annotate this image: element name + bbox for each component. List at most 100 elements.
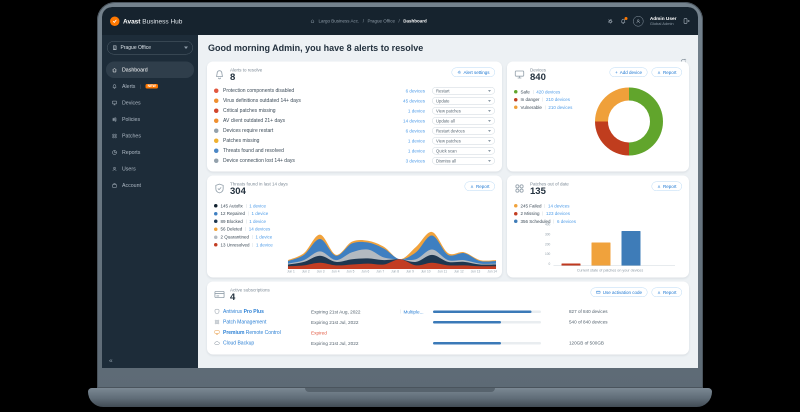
devices-link[interactable]: 1 device: [407, 138, 425, 144]
remote-control-icon: [214, 330, 223, 336]
org-selector[interactable]: Prague Office: [107, 41, 193, 55]
legend-dot: [514, 105, 518, 110]
monitor-icon: [514, 69, 525, 80]
legend-value-link[interactable]: 210 devices: [548, 104, 573, 110]
legend-dot: [214, 235, 218, 239]
legend-item: 89 Blocked 1 device: [214, 218, 495, 226]
chevron-down-icon: [488, 149, 491, 152]
legend-value-link[interactable]: 1 device: [249, 203, 267, 209]
user-name: Admin User: [649, 15, 677, 22]
multiple-link[interactable]: Multiple...: [403, 308, 424, 315]
legend-value-link[interactable]: 420 devices: [536, 89, 561, 95]
sidebar-item-account[interactable]: Account: [106, 177, 194, 194]
report-button[interactable]: Report: [464, 181, 495, 191]
devices-link[interactable]: 3 devices: [405, 158, 425, 164]
report-button[interactable]: Report: [651, 67, 682, 77]
legend-value-link[interactable]: 14 devices: [248, 226, 271, 232]
user-block[interactable]: Admin User Global Admin: [650, 16, 677, 26]
legend-value-link[interactable]: 1 device: [256, 242, 273, 248]
legend-value-link[interactable]: 1 device: [255, 234, 273, 240]
action-select[interactable]: Quick scan: [432, 147, 495, 155]
user-icon: [112, 166, 117, 171]
action-select[interactable]: Restart devices: [432, 127, 495, 135]
threats-chart-xlabels: Jun 1 Jun 2 Jun 3 Jun 4 Jun 5 Jun 6 Jun 7 Jun 8…: [287, 270, 497, 274]
devices-link[interactable]: 6 devices: [405, 128, 425, 134]
home-icon[interactable]: [310, 19, 315, 24]
sidebar-item-dashboard[interactable]: Dashboard: [106, 61, 194, 78]
legend-item: 13 Unresolved 1 device: [214, 241, 495, 249]
sidebar-item-label: Devices: [122, 99, 141, 106]
subscription-link[interactable]: Premium Remote Control: [223, 329, 281, 336]
severity-icon: [214, 98, 219, 104]
card-title: Patches out of date: [530, 181, 569, 187]
devices-link[interactable]: 6 devices: [405, 88, 425, 94]
devices-link[interactable]: 1 device: [407, 148, 425, 154]
breadcrumb-item[interactable]: Prague Office: [367, 18, 395, 24]
legend-value-link[interactable]: 14 devices: [548, 203, 570, 209]
alert-rows: Protection components disabled 6 devices…: [214, 86, 495, 166]
legend-value-link[interactable]: 123 devices: [546, 211, 571, 217]
sidebar-collapse-icon[interactable]: «: [109, 356, 113, 365]
sidebar-item-devices[interactable]: Devices: [106, 95, 194, 112]
patches-chart-plot: [553, 227, 675, 266]
devices-link[interactable]: 45 devices: [403, 98, 425, 104]
sidebar-item-users[interactable]: Users: [106, 161, 194, 178]
alerts-count: 8: [230, 72, 236, 83]
legend-item: 2 Quarantined 1 device: [214, 233, 495, 241]
brand[interactable]: Avast Business Hub: [110, 16, 182, 26]
devices-donut-chart: [595, 87, 663, 156]
devices-link[interactable]: 14 devices: [403, 118, 425, 124]
action-select[interactable]: View patches: [432, 137, 495, 145]
legend-value-link[interactable]: 1 device: [249, 218, 267, 224]
sidebar-item-alerts[interactable]: Alerts | NEW: [106, 78, 194, 95]
legend-item: In danger 210 devices: [514, 96, 682, 104]
use-activation-code-button[interactable]: Use activation code: [590, 287, 648, 297]
action-select[interactable]: Update all: [432, 117, 495, 125]
logout-icon[interactable]: [683, 18, 690, 25]
action-select[interactable]: Dismiss all: [432, 157, 495, 165]
bell-icon: [112, 83, 117, 89]
report-button[interactable]: Report: [651, 181, 682, 191]
action-select[interactable]: Restart: [432, 87, 495, 95]
separator: |: [139, 83, 142, 89]
severity-icon: [214, 108, 219, 114]
expiry-text: Expiring 21st Jul, 2022: [311, 319, 359, 325]
legend-value-link[interactable]: 6 devices: [557, 218, 577, 224]
alert-settings-button[interactable]: Alert settings: [451, 67, 495, 77]
topbar: Avast Business Hub Largo Business Acc. /…: [102, 7, 698, 35]
add-device-button[interactable]: + Add device: [609, 67, 648, 77]
subscription-link[interactable]: Cloud Backup: [223, 340, 255, 346]
devices-count: 840: [530, 72, 546, 83]
legend-dot: [514, 204, 518, 208]
briefcase-icon: [112, 182, 117, 188]
report-button[interactable]: Report: [651, 287, 682, 297]
action-select[interactable]: View patches: [432, 107, 495, 115]
severity-icon: [214, 158, 219, 164]
card-icon: [596, 290, 601, 294]
legend-item: 145 Autofix 1 device: [214, 202, 495, 210]
sidebar-item-label: Dashboard: [122, 66, 148, 73]
legend-value-link[interactable]: 1 device: [251, 211, 269, 217]
usage-progress-bar: [433, 331, 541, 334]
subscription-link[interactable]: Antivirus Pro Plus: [223, 308, 264, 315]
sidebar-item-reports[interactable]: Reports: [106, 144, 194, 161]
action-select[interactable]: Update: [432, 97, 495, 105]
devices-link[interactable]: 1 device: [407, 108, 425, 114]
reports-icon: [112, 150, 117, 155]
expiry-text: Expiring 21st Jul, 2022: [311, 340, 359, 346]
sidebar-item-policies[interactable]: Policies: [106, 111, 194, 128]
breadcrumb-item[interactable]: Largo Business Acc.: [318, 18, 360, 24]
building-icon: [113, 45, 117, 50]
notifications-bell-icon[interactable]: [620, 16, 628, 25]
expiry-text: Expired: [311, 329, 327, 336]
legend-dot: [214, 243, 218, 247]
legend-value-link[interactable]: 210 devices: [546, 97, 571, 103]
sidebar-item-patches[interactable]: Patches: [106, 128, 194, 145]
avatar[interactable]: [632, 15, 644, 27]
usage-text: 120GB of 500GB: [569, 340, 604, 346]
download-icon: [470, 184, 474, 188]
subscription-link[interactable]: Patch Management: [223, 319, 267, 325]
legend-item: 12 Repaired 1 device: [214, 210, 495, 218]
settings-gear-icon[interactable]: [607, 18, 614, 25]
legend-item: 245 Failed 14 devices: [514, 202, 682, 210]
